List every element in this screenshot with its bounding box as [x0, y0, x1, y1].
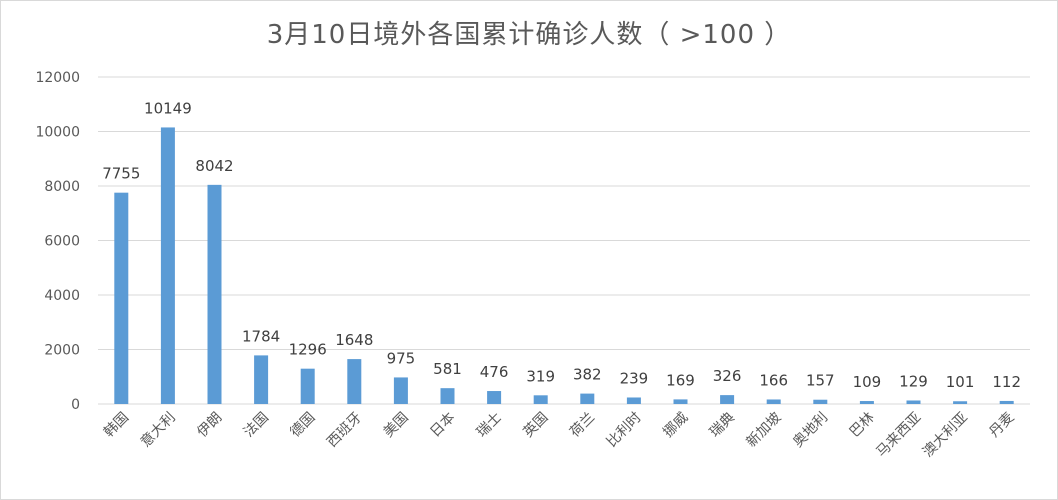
- x-tick-label: 瑞典: [707, 410, 738, 441]
- x-tick-label: 法国: [241, 410, 272, 441]
- data-label: 975: [387, 349, 416, 367]
- y-tick-label: 12000: [35, 70, 80, 86]
- x-tick-label: 新加坡: [744, 410, 785, 451]
- bar: [766, 399, 781, 404]
- bar: [533, 395, 548, 404]
- data-label: 101: [946, 373, 975, 391]
- data-label: 1784: [242, 327, 280, 345]
- bar: [487, 391, 502, 404]
- data-labels: 7755 10149 8042 1784 1296 1648 975 581 476 319 382…: [102, 99, 1021, 391]
- x-tick-label: 英国: [520, 409, 552, 441]
- bar: [300, 368, 315, 404]
- bars: [114, 127, 1014, 404]
- bar: [440, 388, 455, 404]
- y-tick-label: 0: [71, 397, 80, 413]
- gridlines: [98, 76, 1030, 405]
- bar: [906, 400, 921, 404]
- x-tick-label: 德国: [287, 410, 318, 441]
- data-label: 239: [620, 369, 649, 387]
- bar: [626, 397, 641, 404]
- x-tick-label: 丹麦: [986, 410, 1017, 441]
- y-tick-label: 10000: [35, 125, 80, 141]
- bar: [813, 399, 828, 404]
- y-tick-label: 6000: [44, 234, 80, 250]
- x-tick-label: 澳大利亚: [920, 410, 971, 461]
- data-label: 157: [806, 372, 835, 390]
- y-tick-label: 8000: [44, 179, 80, 195]
- bar: [953, 401, 968, 404]
- bar: [580, 393, 595, 404]
- x-tick-label: 挪威: [660, 410, 691, 441]
- data-label: 10149: [144, 99, 192, 117]
- x-tick-label: 韩国: [101, 410, 132, 441]
- data-label: 319: [526, 367, 555, 385]
- y-axis-ticks: 0 2000 4000 6000 8000 10000 12000: [35, 70, 80, 413]
- bar: [673, 399, 688, 404]
- data-label: 581: [433, 360, 462, 378]
- y-tick-label: 2000: [44, 343, 80, 359]
- x-tick-label: 美国: [381, 410, 412, 441]
- x-tick-label: 意大利: [137, 409, 179, 451]
- x-tick-label: 伊朗: [194, 410, 225, 441]
- x-tick-label: 比利时: [604, 410, 645, 451]
- data-label: 166: [759, 371, 788, 389]
- chart-title: 3月10日境外各国累计确诊人数（ >100 ）: [266, 20, 792, 50]
- bar: [254, 355, 269, 404]
- bar: [999, 400, 1014, 404]
- data-label: 476: [480, 363, 509, 381]
- data-label: 1296: [289, 341, 327, 359]
- bar: [859, 401, 874, 404]
- data-label: 129: [899, 372, 928, 390]
- data-label: 112: [992, 373, 1021, 391]
- bar: [160, 127, 175, 404]
- bar: [114, 192, 129, 404]
- x-tick-label: 巴林: [847, 410, 878, 441]
- bar: [347, 359, 362, 404]
- x-tick-label: 日本: [427, 410, 458, 441]
- data-label: 169: [666, 371, 695, 389]
- bar: [720, 395, 735, 404]
- x-tick-label: 奥地利: [789, 409, 831, 451]
- x-tick-label: 瑞士: [474, 410, 505, 441]
- y-tick-label: 4000: [44, 288, 80, 304]
- x-axis-ticks: 韩国 意大利 伊朗 法国 德国 西班牙 美国 日本 瑞士 英国 荷兰 比利时 挪威 瑞典 新加坡 奥地利 巴林马…: [101, 409, 1018, 461]
- x-tick-label: 西班牙: [324, 410, 365, 451]
- data-label: 109: [853, 373, 882, 391]
- data-label: 1648: [335, 331, 373, 349]
- x-tick-label: 荷兰: [567, 410, 598, 441]
- x-tick-label: 马来西亚: [873, 410, 924, 461]
- data-label: 326: [713, 367, 742, 385]
- bar: [393, 377, 408, 404]
- data-label: 8042: [195, 157, 233, 175]
- bar: [207, 184, 222, 404]
- data-label: 7755: [102, 165, 140, 183]
- data-label: 382: [573, 366, 602, 384]
